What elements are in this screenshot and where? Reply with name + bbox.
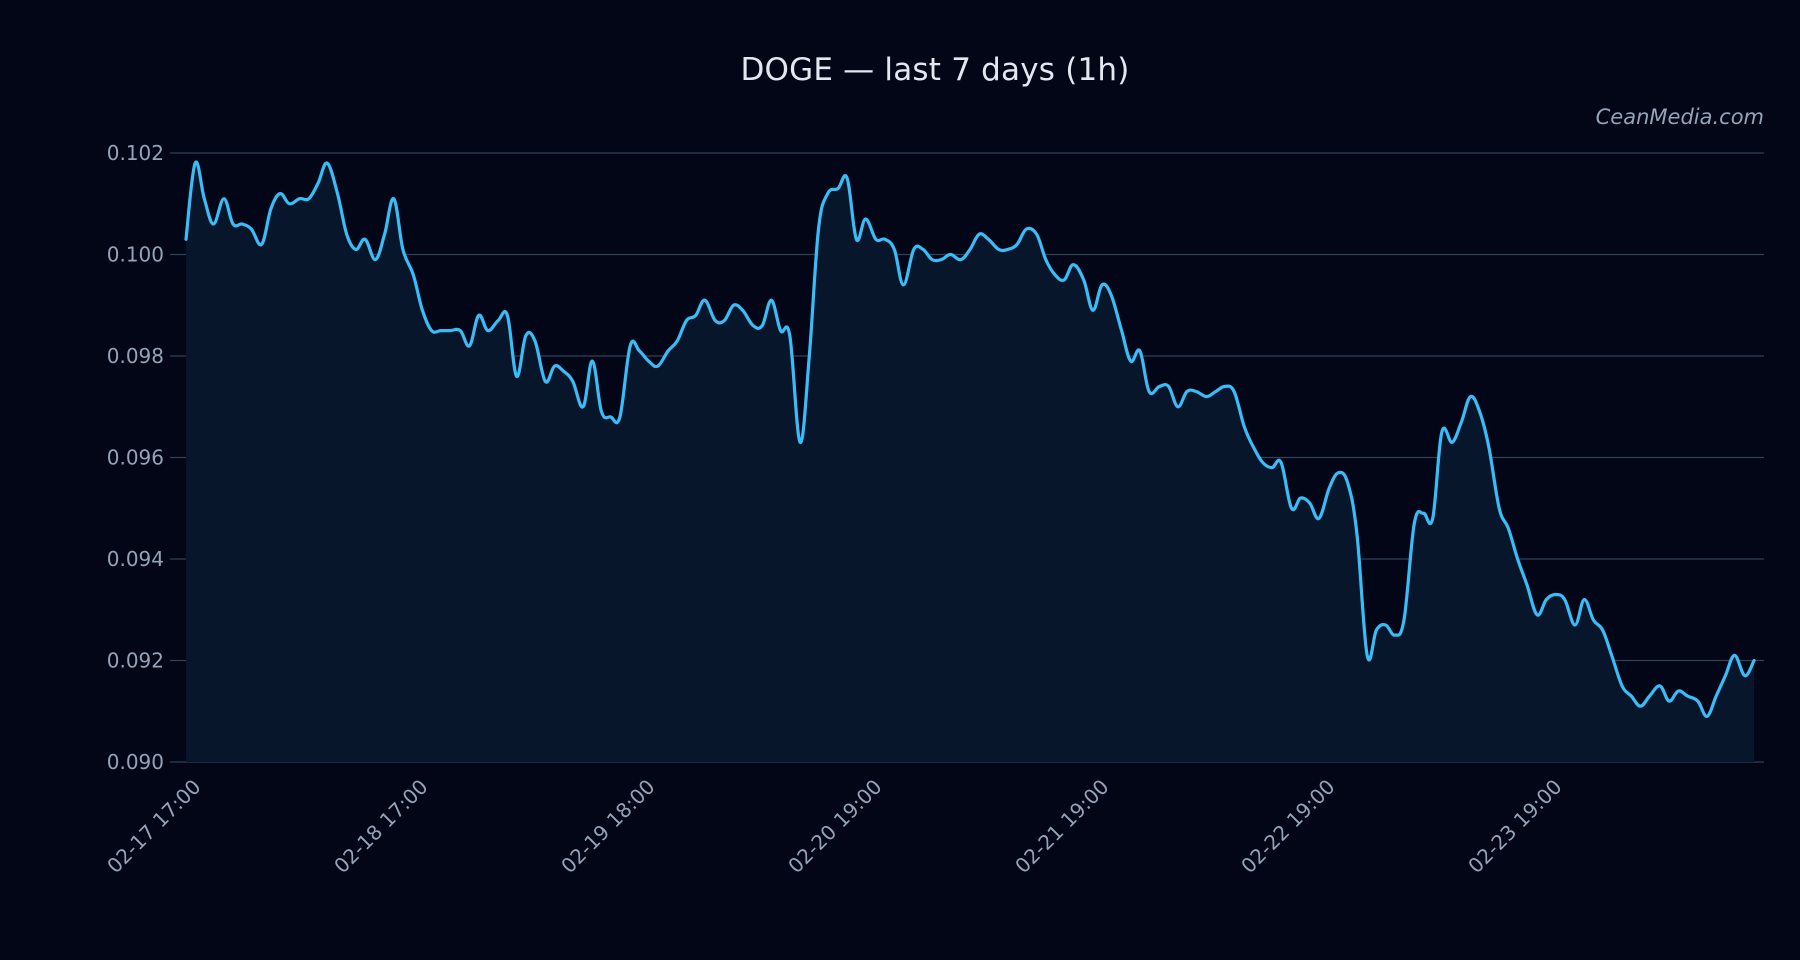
x-tick-label: 02-19 18:00 (556, 775, 659, 878)
price-line (184, 160, 1756, 718)
y-tick-label: 0.102 (107, 141, 164, 165)
y-tick-label: 0.100 (107, 243, 164, 267)
x-tick-label: 02-22 19:00 (1236, 775, 1339, 878)
x-axis: 02-17 17:00 02-18 17:00 02-19 18:00 02-20 1… (102, 775, 1566, 878)
y-axis: 0.090 0.092 0.094 0.096 0.098 0.100 0.102 (107, 141, 164, 774)
x-tick-label: 02-21 19:00 (1010, 775, 1113, 878)
x-tick-label: 02-20 19:00 (783, 775, 886, 878)
x-tick-label: 02-17 17:00 (102, 775, 205, 878)
y-tick-label: 0.096 (107, 446, 164, 470)
x-tick-label: 02-18 17:00 (329, 775, 432, 878)
watermark: CeanMedia.com (1595, 105, 1764, 129)
y-tick-label: 0.094 (107, 547, 164, 571)
x-tick-label: 02-23 19:00 (1463, 775, 1566, 878)
y-tick-label: 0.092 (107, 649, 164, 673)
chart-title: DOGE — last 7 days (1h) (740, 52, 1130, 88)
y-tick-label: 0.090 (107, 750, 164, 774)
y-tick-label: 0.098 (107, 344, 164, 368)
